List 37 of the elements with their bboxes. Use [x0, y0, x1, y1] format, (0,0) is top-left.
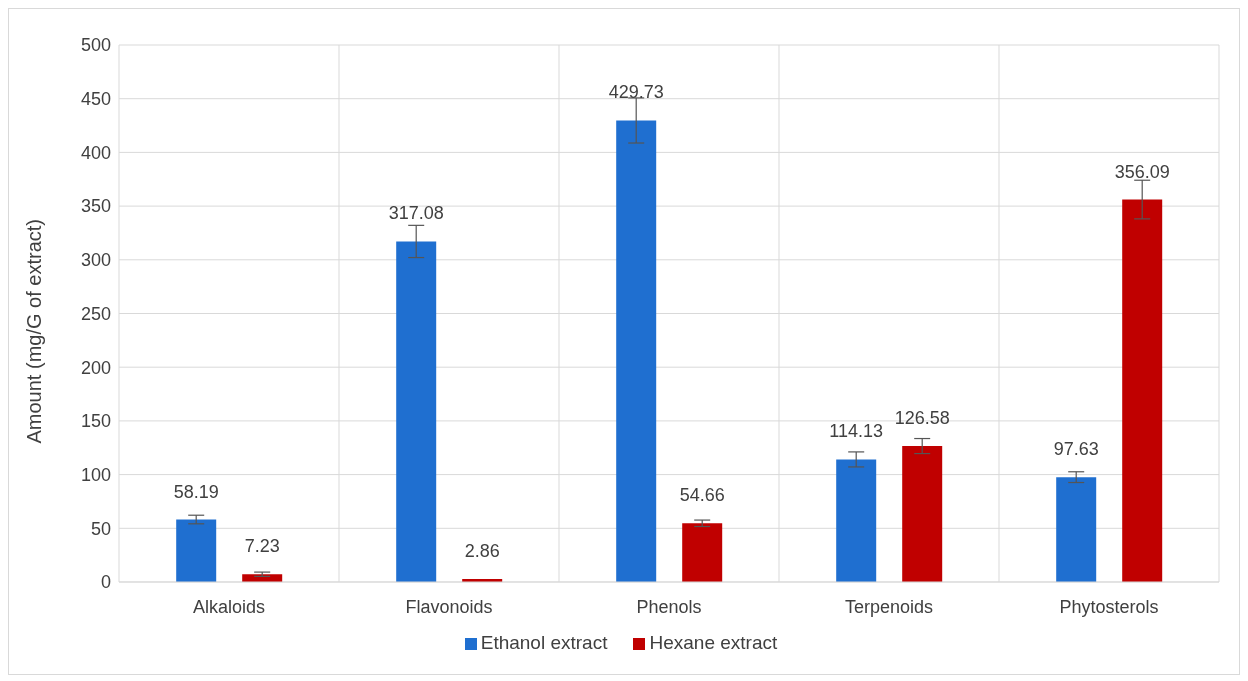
legend-label: Hexane extract	[649, 632, 778, 653]
bar	[1056, 477, 1097, 582]
data-label: 7.23	[244, 536, 280, 557]
bar	[682, 523, 723, 582]
data-label: 356.09	[1114, 161, 1170, 182]
y-tick-label: 450	[80, 89, 111, 110]
y-axis-title: Amount (mg/G of extract)	[23, 218, 46, 444]
data-label: 317.08	[388, 203, 444, 224]
bar	[836, 459, 877, 582]
bar	[1122, 199, 1163, 582]
y-tick-label: 350	[80, 196, 111, 217]
bar	[396, 241, 437, 582]
y-tick-label: 100	[80, 464, 111, 485]
x-tick-label: Phytosterols	[1059, 596, 1159, 617]
x-tick-label: Phenols	[636, 596, 702, 617]
x-tick-label: Terpenoids	[844, 596, 934, 617]
data-label: 54.66	[679, 485, 725, 506]
bar	[176, 519, 217, 582]
x-tick-label: Flavonoids	[405, 596, 493, 617]
legend-label: Ethanol extract	[480, 632, 608, 653]
y-tick-label: 400	[80, 142, 111, 163]
data-label: 58.19	[173, 481, 219, 502]
y-tick-label: 0	[100, 572, 111, 593]
y-tick-label: 300	[80, 250, 111, 271]
data-label: 2.86	[464, 540, 500, 561]
bar	[616, 120, 657, 582]
y-tick-label: 500	[80, 35, 111, 56]
y-tick-label: 150	[80, 411, 111, 432]
y-tick-label: 200	[80, 357, 111, 378]
x-tick-label: Alkaloids	[192, 596, 266, 617]
data-label: 429.73	[608, 82, 664, 103]
data-label: 126.58	[894, 408, 950, 429]
data-label: 114.13	[829, 421, 884, 442]
data-label: 97.63	[1053, 439, 1099, 460]
y-tick-label: 250	[80, 303, 111, 324]
bar	[902, 446, 943, 582]
y-tick-label: 50	[90, 518, 111, 539]
